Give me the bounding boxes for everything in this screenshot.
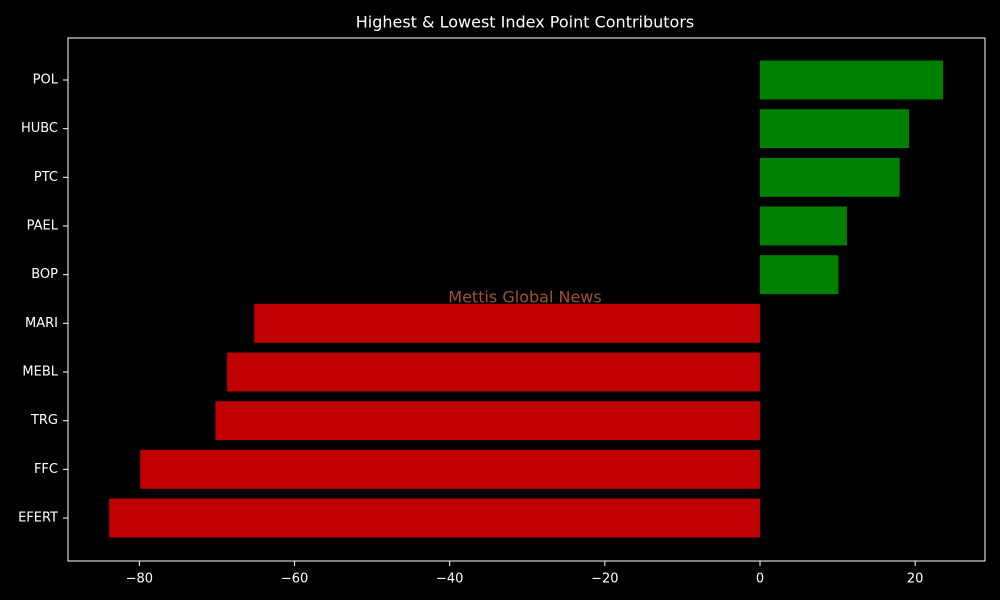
- bar: [215, 401, 761, 441]
- bar: [140, 449, 761, 489]
- y-tick-label: MEBL: [22, 365, 58, 380]
- y-tick-label: PAEL: [27, 219, 59, 234]
- x-tick-label: −20: [591, 572, 618, 587]
- y-tick-label: EFERT: [18, 511, 58, 526]
- y-tick-label: BOP: [31, 267, 58, 282]
- y-tick-label: TRG: [30, 413, 58, 428]
- x-tick-label: −60: [281, 572, 308, 587]
- bar: [760, 206, 847, 246]
- x-tick-label: −40: [436, 572, 463, 587]
- watermark: Mettis Global News: [448, 288, 601, 307]
- y-tick-label: FFC: [34, 462, 58, 477]
- x-tick-label: −80: [126, 572, 153, 587]
- x-tick-label: 20: [907, 572, 924, 587]
- bar: [760, 60, 944, 100]
- bar: [760, 157, 900, 197]
- y-tick-label: MARI: [25, 316, 58, 331]
- bar: [760, 109, 909, 149]
- bar: [109, 498, 761, 538]
- chart-title: Highest & Lowest Index Point Contributor…: [356, 13, 695, 32]
- bar: [760, 255, 839, 295]
- plot-frame: [67, 37, 986, 562]
- bar: [254, 303, 761, 343]
- x-tick-label: 0: [756, 572, 764, 587]
- y-tick-label: POL: [33, 73, 59, 88]
- y-tick-label: HUBC: [21, 121, 58, 136]
- bar: [227, 352, 761, 392]
- y-tick-label: PTC: [34, 170, 58, 185]
